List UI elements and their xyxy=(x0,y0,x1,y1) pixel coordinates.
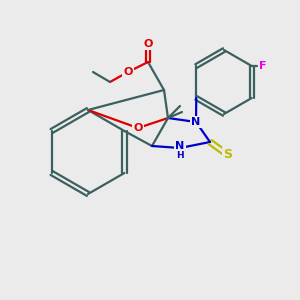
Text: N: N xyxy=(176,141,184,151)
Text: S: S xyxy=(224,148,232,161)
Text: F: F xyxy=(259,61,266,71)
Text: O: O xyxy=(143,39,153,49)
Text: O: O xyxy=(133,123,143,133)
Text: H: H xyxy=(176,152,184,160)
Text: N: N xyxy=(191,117,201,127)
Text: O: O xyxy=(123,67,133,77)
